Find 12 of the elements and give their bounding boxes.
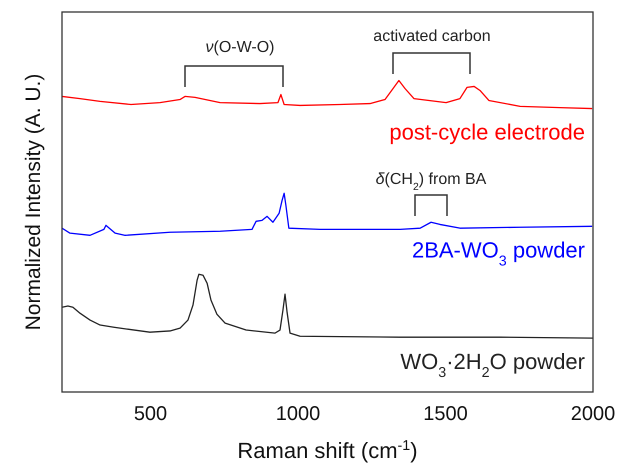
series-label: WO$_{3}$·2H$_{2}$O powder — [400, 349, 585, 382]
x-tick-label: 1500 — [423, 403, 468, 425]
x-tick-label: 500 — [134, 403, 168, 425]
series-label: post-cycle electrode — [389, 120, 585, 145]
text: ν(O-W-O) — [205, 39, 275, 56]
text: activated carbon — [373, 28, 491, 45]
x-tick-label: 1000 — [276, 403, 320, 425]
annotation: δ(CH$_{2}$) from BA — [376, 171, 487, 192]
x-tick-label: 2000 — [570, 403, 616, 425]
x-axis-title: Raman shift (cm$^{-1}$) — [237, 438, 418, 463]
y-axis-title: Normalized Intensity (A. U.) — [22, 74, 45, 330]
series-label: 2BA-WO$_{3}$ powder — [412, 237, 585, 270]
